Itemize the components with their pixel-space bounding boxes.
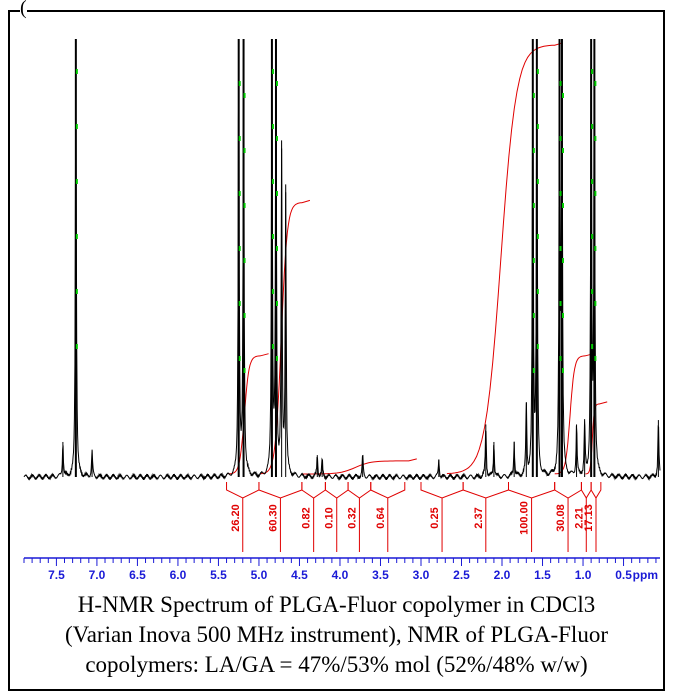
caption-line-3: copolymers: LA/GA = 47%/53% mol (52%/48%…	[85, 652, 588, 677]
axis-tick-label: 7.5	[48, 568, 65, 582]
integral-bracket	[370, 482, 406, 499]
integral-value: 60.30	[267, 504, 279, 532]
integral-region-1: 26.20	[226, 482, 260, 552]
axis-tick-label: 6.0	[170, 568, 187, 582]
integral-value: 2.21	[573, 507, 585, 528]
integral-region-12: 17.13	[583, 482, 602, 552]
figure-caption: H-NMR Spectrum of PLGA-Fluor copolymer i…	[10, 590, 663, 680]
nmr-spectrum-chart: 26.20 60.30 0.82 0.10 0.32 0.64 0.25 2.37 100.00…	[23, 38, 661, 582]
axis-tick-label: 1.5	[534, 568, 551, 582]
integral-bracket	[590, 482, 602, 499]
top-text-fragment: (	[20, 0, 27, 19]
integral-region-5: 0.32	[346, 482, 372, 552]
axis-tick-label: 3.5	[372, 568, 389, 582]
integral-bracket	[420, 482, 464, 499]
integral-value: 2.37	[473, 507, 485, 528]
axis-tick-label: 3.0	[413, 568, 430, 582]
integral-value: 17.13	[583, 504, 595, 532]
caption-line-1: H-NMR Spectrum of PLGA-Fluor copolymer i…	[77, 592, 596, 617]
integral-region-7: 0.25	[420, 482, 464, 552]
axis-tick-label: 4.0	[332, 568, 349, 582]
axis-tick-label: 7.0	[89, 568, 106, 582]
integral-region-9: 100.00	[507, 482, 556, 552]
integral-bracket	[580, 482, 592, 499]
integral-bracket	[324, 482, 349, 499]
integral-value: 100.00	[519, 501, 531, 535]
axis-tick-label: 2.0	[494, 568, 511, 582]
integral-bracket	[301, 482, 326, 499]
integral-curve-6	[585, 401, 608, 475]
integral-value: 30.08	[555, 504, 567, 532]
caption-line-2: (Varian Inova 500 MHz instrument), NMR o…	[65, 622, 608, 647]
integral-value: 0.25	[429, 507, 441, 528]
ppm-axis: 7.5 7.0 6.5 6.0 5.5 5.0 4.5 4.0 3.5 3.0 2.5 2.0 1.5 1…	[23, 557, 660, 582]
peak-markers	[75, 69, 597, 373]
integral-bracket	[554, 482, 582, 499]
integral-region-6: 0.64	[370, 482, 406, 552]
spectrum-line	[23, 38, 661, 482]
integral-curve-1	[228, 353, 269, 475]
integral-value: 0.10	[324, 507, 336, 528]
integral-region-4: 0.10	[324, 482, 349, 552]
integral-bracket	[462, 482, 509, 499]
integral-region-3: 0.82	[301, 482, 326, 552]
integral-curve-3	[301, 458, 417, 475]
integral-value: 0.82	[301, 507, 313, 528]
integral-region-8: 2.37	[462, 482, 509, 552]
axis-tick-label: 1.0	[575, 568, 592, 582]
integral-value: 0.64	[375, 506, 387, 528]
axis-unit-label: ppm	[633, 568, 658, 582]
figure-frame: ( 26.20 60.30 0.82 0.10 0.32 0.64 0.25 2.37 100.…	[8, 0, 665, 691]
integral-bracket	[507, 482, 556, 499]
integral-bracket	[258, 482, 303, 499]
integral-value: 26.20	[230, 504, 242, 532]
axis-tick-label: 5.0	[251, 568, 268, 582]
integral-bracket	[347, 482, 372, 499]
axis-tick-label: 0.5	[615, 568, 632, 582]
integral-bracket	[226, 482, 260, 499]
integral-curve-4	[446, 42, 563, 475]
axis-tick-label: 5.5	[210, 568, 227, 582]
integral-regions: 26.20 60.30 0.82 0.10 0.32 0.64 0.25 2.37 100.00…	[226, 482, 602, 552]
spectrum-trace	[23, 38, 661, 482]
axis-tick-label: 2.5	[453, 568, 470, 582]
integral-value: 0.32	[346, 507, 358, 528]
axis-tick-label: 6.5	[129, 568, 146, 582]
integral-region-2: 60.30	[258, 482, 303, 552]
axis-tick-label: 4.5	[291, 568, 308, 582]
